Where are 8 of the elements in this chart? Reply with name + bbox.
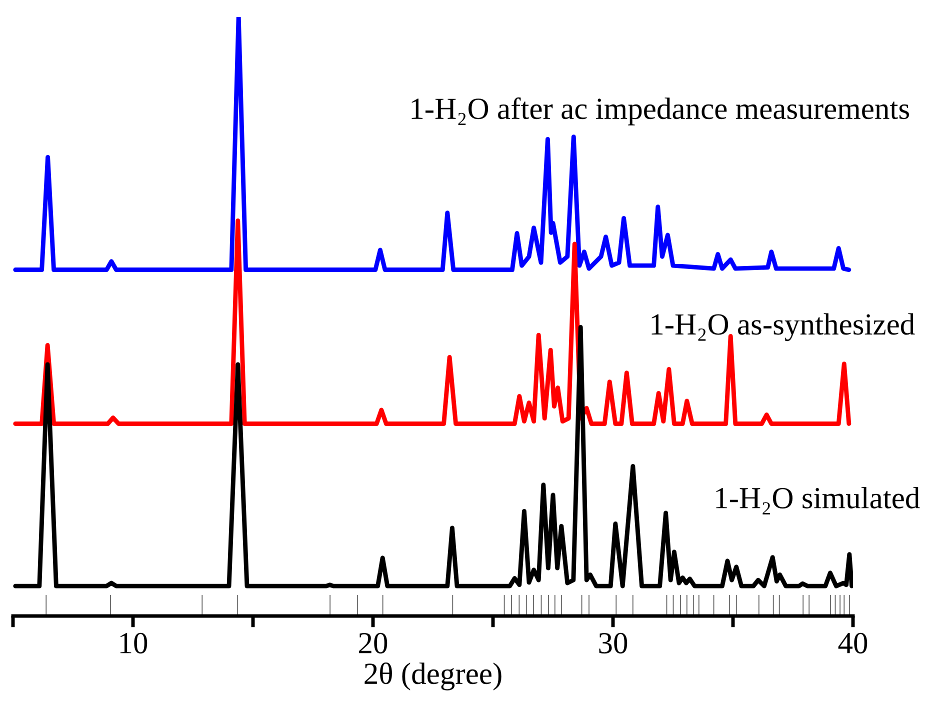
x-tick-label: 20 [359, 632, 388, 654]
series-label: 1-H₂O as-synthesized [652, 313, 915, 342]
text: 1-H₂O after ac impedance measurements [412, 97, 909, 126]
x-tick-label: 30 [599, 632, 628, 654]
x-axis-title: 2θ (degree) [364, 662, 502, 690]
x-tick-label: 10 [120, 632, 148, 654]
x-tick-label: 40 [838, 632, 868, 654]
series-label: 1-H₂O simulated [716, 486, 920, 514]
